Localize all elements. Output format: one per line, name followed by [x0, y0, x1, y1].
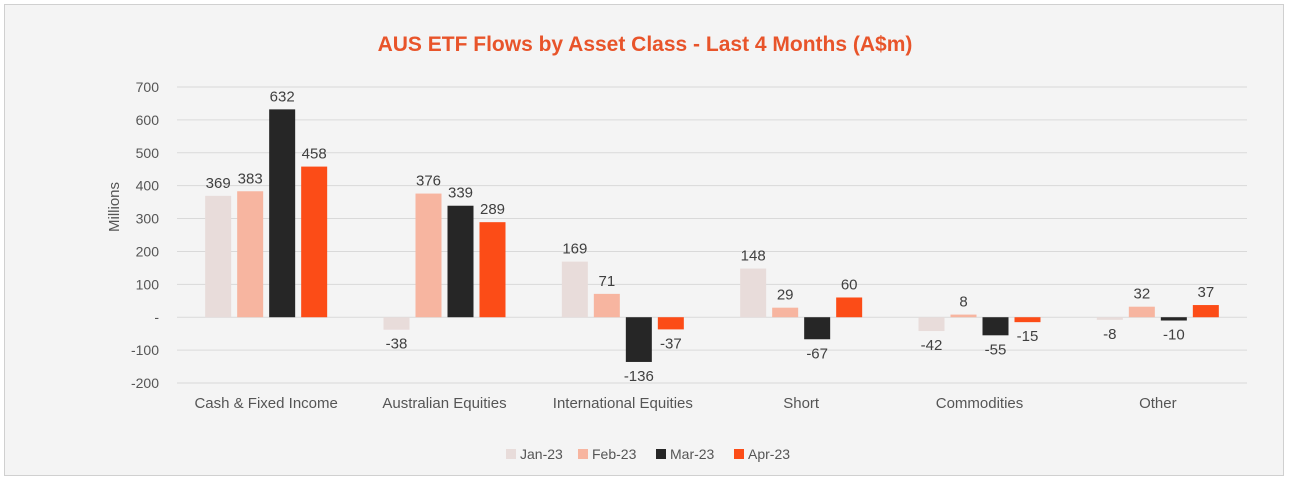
data-label: -55: [985, 341, 1007, 358]
category-label: Short: [783, 395, 820, 412]
y-tick-label: -: [154, 309, 159, 325]
bar: [625, 317, 652, 362]
legend-label: Jan-23: [520, 446, 563, 462]
y-tick-label: 100: [136, 276, 160, 292]
data-label: 369: [206, 175, 231, 192]
legend-label: Mar-23: [670, 446, 715, 462]
category-label: Cash & Fixed Income: [194, 395, 337, 412]
data-label: -8: [1103, 326, 1116, 343]
bar: [1192, 305, 1219, 318]
legend-swatch: [578, 449, 588, 459]
data-label: 289: [480, 201, 505, 218]
bar: [1096, 317, 1123, 320]
y-tick-label: 600: [136, 112, 160, 128]
data-label: 29: [777, 287, 794, 304]
bar: [804, 317, 831, 340]
bar: [1128, 306, 1155, 318]
data-label: 71: [598, 273, 615, 290]
data-label: 376: [416, 173, 441, 190]
legend-swatch: [656, 449, 666, 459]
bar: [1014, 317, 1041, 323]
data-label: 60: [841, 276, 858, 293]
data-label: 339: [448, 185, 473, 202]
bar: [982, 317, 1009, 336]
bar: [950, 314, 977, 318]
bar: [415, 193, 442, 318]
data-label: -38: [386, 336, 408, 353]
bar: [772, 307, 799, 318]
legend-label: Feb-23: [592, 446, 637, 462]
bar: [479, 222, 506, 318]
bar: [205, 195, 232, 318]
data-label: -15: [1017, 328, 1039, 345]
legend-swatch: [506, 449, 516, 459]
y-tick-label: 700: [136, 79, 160, 95]
bar: [593, 293, 620, 318]
chart-title: AUS ETF Flows by Asset Class - Last 4 Mo…: [377, 33, 913, 56]
y-tick-label: 400: [136, 178, 160, 194]
bar: [237, 191, 264, 318]
data-label: 37: [1197, 284, 1214, 301]
bar: [918, 317, 945, 332]
bar: [301, 166, 328, 318]
bar: [740, 268, 767, 318]
data-label: 383: [238, 170, 263, 187]
y-tick-label: -200: [131, 375, 159, 391]
bar: [269, 109, 296, 318]
y-tick-label: -100: [131, 342, 159, 358]
data-label: 148: [741, 248, 766, 265]
bar: [561, 261, 588, 318]
data-label: -42: [921, 337, 943, 354]
data-label: -37: [660, 335, 682, 352]
bar: [447, 205, 474, 318]
bar: [657, 317, 684, 330]
category-label: Commodities: [936, 395, 1024, 412]
data-label: 8: [959, 294, 967, 311]
data-label: 32: [1133, 286, 1150, 303]
data-label: -67: [806, 345, 828, 362]
data-label: -10: [1163, 327, 1185, 344]
bar: [1160, 317, 1187, 321]
legend-label: Apr-23: [748, 446, 790, 462]
legend-swatch: [734, 449, 744, 459]
category-label: Australian Equities: [382, 395, 506, 412]
data-label: -136: [624, 368, 654, 385]
y-axis-title: Millions: [106, 182, 123, 232]
bar: [383, 317, 410, 330]
category-label: Other: [1139, 395, 1177, 412]
category-label: International Equities: [553, 395, 693, 412]
y-tick-label: 500: [136, 145, 160, 161]
y-tick-label: 200: [136, 243, 160, 259]
data-label: 458: [302, 146, 327, 163]
data-label: 169: [562, 241, 587, 258]
data-label: 632: [270, 88, 295, 105]
bar: [836, 297, 863, 318]
y-tick-label: 300: [136, 211, 160, 227]
